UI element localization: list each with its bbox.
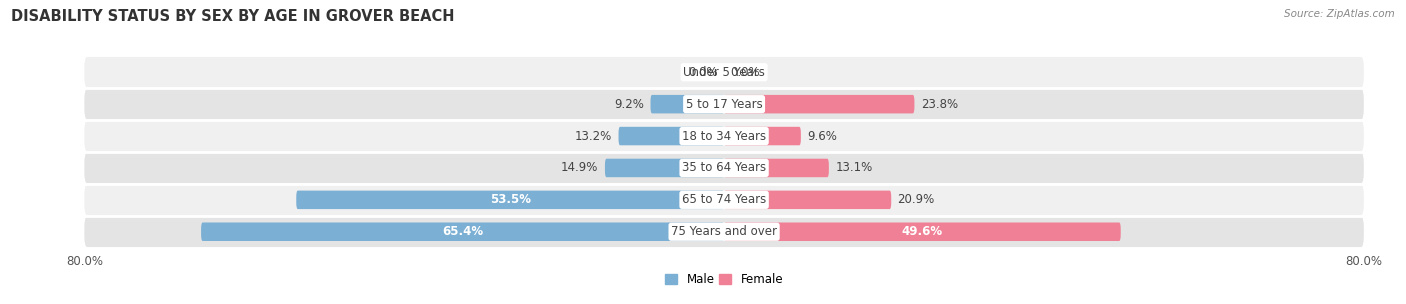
Text: 14.9%: 14.9% [561, 161, 599, 174]
Text: 20.9%: 20.9% [897, 193, 935, 206]
FancyBboxPatch shape [605, 159, 724, 177]
Text: 49.6%: 49.6% [901, 225, 943, 238]
Text: 5 to 17 Years: 5 to 17 Years [686, 98, 762, 111]
Text: 53.5%: 53.5% [489, 193, 530, 206]
Text: Source: ZipAtlas.com: Source: ZipAtlas.com [1284, 9, 1395, 19]
FancyBboxPatch shape [297, 191, 724, 209]
FancyBboxPatch shape [84, 185, 1364, 215]
Text: 9.6%: 9.6% [807, 130, 837, 143]
Text: 13.2%: 13.2% [575, 130, 612, 143]
FancyBboxPatch shape [84, 57, 1364, 88]
Text: 65 to 74 Years: 65 to 74 Years [682, 193, 766, 206]
FancyBboxPatch shape [724, 191, 891, 209]
Text: 65.4%: 65.4% [441, 225, 484, 238]
FancyBboxPatch shape [84, 216, 1364, 247]
Text: 75 Years and over: 75 Years and over [671, 225, 778, 238]
Text: DISABILITY STATUS BY SEX BY AGE IN GROVER BEACH: DISABILITY STATUS BY SEX BY AGE IN GROVE… [11, 9, 454, 24]
FancyBboxPatch shape [724, 223, 1121, 241]
Text: 23.8%: 23.8% [921, 98, 957, 111]
Text: 0.0%: 0.0% [731, 66, 761, 79]
FancyBboxPatch shape [84, 153, 1364, 183]
FancyBboxPatch shape [84, 89, 1364, 119]
Text: 35 to 64 Years: 35 to 64 Years [682, 161, 766, 174]
Text: 9.2%: 9.2% [614, 98, 644, 111]
FancyBboxPatch shape [84, 121, 1364, 151]
Text: 18 to 34 Years: 18 to 34 Years [682, 130, 766, 143]
FancyBboxPatch shape [619, 127, 724, 145]
FancyBboxPatch shape [651, 95, 724, 113]
FancyBboxPatch shape [724, 95, 914, 113]
Text: Under 5 Years: Under 5 Years [683, 66, 765, 79]
FancyBboxPatch shape [724, 127, 801, 145]
Text: 0.0%: 0.0% [688, 66, 717, 79]
Legend: Male, Female: Male, Female [665, 273, 783, 286]
FancyBboxPatch shape [724, 159, 830, 177]
FancyBboxPatch shape [201, 223, 724, 241]
Text: 13.1%: 13.1% [835, 161, 873, 174]
